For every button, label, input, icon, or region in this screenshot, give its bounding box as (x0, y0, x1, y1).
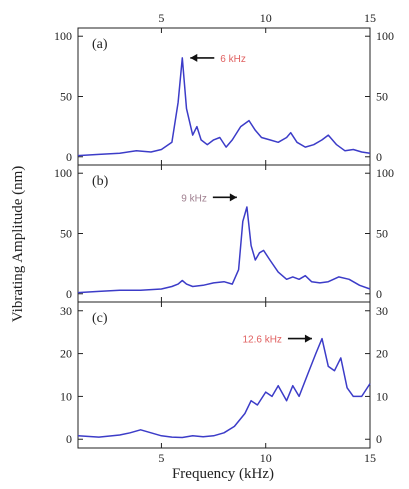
y-tick-label-right: 0 (376, 432, 382, 446)
annotation-arrowhead (304, 334, 312, 343)
panel-label: (c) (92, 311, 108, 326)
y-tick-label-left: 10 (60, 389, 72, 403)
panel-a: 0 0 50 50 100 100 (a) 6 kHz (54, 27, 394, 166)
y-tick-label-left: 30 (60, 304, 72, 318)
y-tick-label-left: 0 (66, 432, 72, 446)
y-tick-label-left: 0 (66, 150, 72, 164)
x-bottom-ticks: 5 10 15 (158, 451, 376, 465)
y-tick-label-left: 50 (60, 90, 72, 104)
x-axis-title: Frequency (kHz) (172, 466, 274, 482)
panel-b: 0 0 50 50 100 100 (b) 9 kHz (54, 164, 394, 303)
y-tick-label-right: 10 (376, 389, 388, 403)
y-tick-label-left: 0 (66, 287, 72, 301)
y-tick-label-right: 30 (376, 304, 388, 318)
y-tick-label-right: 100 (376, 29, 394, 43)
y-tick-label-left: 100 (54, 29, 72, 43)
panel-label: (b) (92, 174, 109, 189)
series-line (77, 206, 371, 294)
annotation-arrowhead (190, 53, 198, 62)
y-tick-label-right: 50 (376, 227, 388, 241)
panel-c: 0 0 10 10 20 20 30 30 (c) 12.6 kHz (60, 301, 388, 449)
annotation-label: 9 kHz (181, 193, 207, 204)
y-tick-label-left: 50 (60, 227, 72, 241)
y-axis-title: Vibrating Amplitude (nm) (10, 166, 26, 323)
x-tick-label-bottom: 10 (260, 451, 272, 465)
panel-frame (77, 301, 371, 449)
x-tick-label-top: 15 (364, 11, 376, 25)
x-top-ticks: 5 10 15 (158, 11, 376, 25)
annotation-arrowhead (229, 193, 237, 202)
y-tick-label-right: 0 (376, 287, 382, 301)
y-tick-label-right: 0 (376, 150, 382, 164)
annotation-label: 12.6 kHz (242, 335, 281, 346)
x-tick-label-top: 10 (260, 11, 272, 25)
series-line (77, 57, 371, 157)
x-tick-label-bottom: 15 (364, 451, 376, 465)
y-tick-label-right: 20 (376, 347, 388, 361)
x-tick-label-bottom: 5 (158, 451, 164, 465)
panel-label: (a) (92, 37, 108, 52)
x-tick-label-top: 5 (158, 11, 164, 25)
series-line (77, 337, 371, 439)
y-tick-label-left: 20 (60, 347, 72, 361)
y-tick-label-right: 50 (376, 90, 388, 104)
annotation-label: 6 kHz (220, 54, 246, 65)
y-tick-label-left: 100 (54, 166, 72, 180)
y-tick-label-right: 100 (376, 166, 394, 180)
